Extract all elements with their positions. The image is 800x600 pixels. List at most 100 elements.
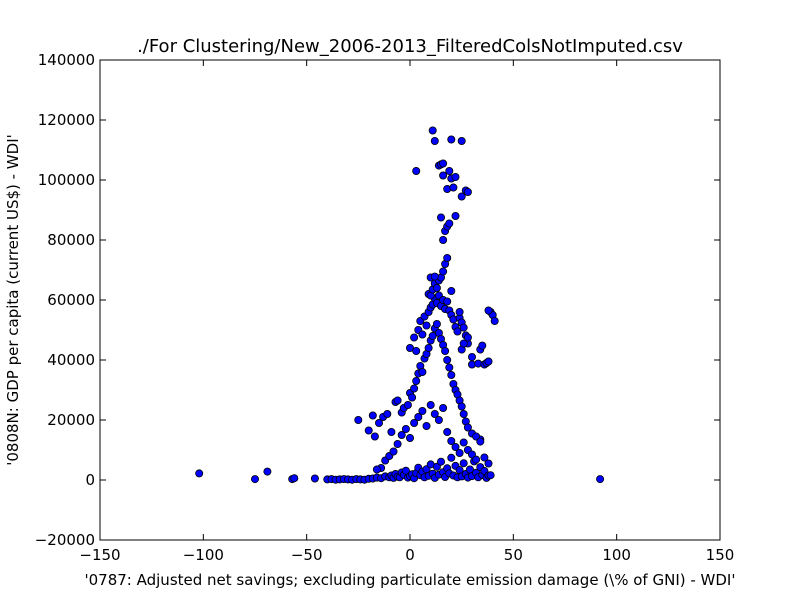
data-point [430,409,439,418]
data-point [195,469,204,478]
data-point [290,474,299,483]
data-point [463,187,472,196]
data-point [432,319,441,328]
data-point [443,355,452,364]
data-point [463,423,472,432]
data-point [439,235,448,244]
data-point [439,267,448,276]
data-point [408,393,417,402]
data-point [436,457,445,466]
x-axis-label: '0787: Adjusted net savings; excluding p… [85,571,736,589]
data-point [397,430,406,439]
data-point [480,453,489,462]
data-point [410,418,419,427]
data-point [447,286,456,295]
data-point [459,409,468,418]
data-point [459,438,468,447]
y-tick-label: 120000 [38,111,95,129]
data-point [368,411,377,420]
data-point [478,341,487,350]
data-point [467,450,476,459]
y-tick-label: 100000 [38,171,95,189]
y-axis-ticks: −20000 0 20000 40000 60000 80000 100000 120000 1… [35,51,720,549]
data-point [374,418,383,427]
data-point [393,396,402,405]
x-tick-label: 150 [706,546,735,564]
data-point [457,136,466,145]
x-tick-label: −100 [183,546,224,564]
data-point [451,172,460,181]
data-point [354,415,363,424]
y-axis-label: '0808N: GDP per capita (current US$) - W… [4,134,22,466]
x-axis-ticks: −150 −100 −50 0 50 100 150 [79,60,734,564]
x-tick-label: 100 [602,546,631,564]
data-point [596,475,605,484]
y-tick-label: 80000 [47,231,95,249]
data-point [436,213,445,222]
data-point [412,346,421,355]
data-points [195,126,605,484]
data-point [476,437,485,446]
data-point [463,333,472,342]
data-point [445,166,454,175]
data-point [372,465,381,474]
data-point [424,343,433,352]
data-point [403,400,412,409]
data-point [418,330,427,339]
data-point [401,424,410,433]
y-tick-label: 60000 [47,291,95,309]
data-point [459,459,468,468]
data-point [484,357,493,366]
data-point [486,471,495,480]
data-point [389,447,398,456]
data-point [430,272,439,281]
data-point [455,307,464,316]
data-point [370,432,379,441]
chart-title: ./For Clustering/New_2006-2013_FilteredC… [137,36,683,57]
data-point [459,339,468,348]
data-point [422,421,431,430]
y-tick-label: 40000 [47,351,95,369]
data-point [387,427,396,436]
data-point [443,253,452,262]
data-point [410,384,419,393]
data-point [443,427,452,436]
data-point [432,462,441,471]
x-tick-label: 0 [405,546,415,564]
data-point [451,442,460,451]
data-point [447,436,456,445]
data-point [449,183,458,192]
data-point [412,166,421,175]
data-point [451,211,460,220]
y-tick-label: 0 [85,471,95,489]
y-tick-label: 20000 [47,411,95,429]
data-point [445,219,454,228]
data-point [393,439,402,448]
x-tick-label: −50 [291,546,323,564]
data-point [447,453,456,462]
data-point [412,376,421,385]
data-point [439,171,448,180]
data-point [364,426,373,435]
data-point [310,474,319,483]
data-point [418,367,427,376]
data-point [457,192,466,201]
data-point [263,467,272,476]
data-point [447,370,456,379]
data-point [467,352,476,361]
data-point [484,306,493,315]
data-point [439,159,448,168]
x-tick-label: 50 [504,546,523,564]
data-point [428,126,437,135]
data-point [443,297,452,306]
data-point [430,136,439,145]
data-point [432,283,441,292]
data-point [434,415,443,424]
x-tick-label: −150 [79,546,120,564]
data-point [439,403,448,412]
data-point [445,363,454,372]
data-point [453,327,462,336]
data-point [472,455,481,464]
